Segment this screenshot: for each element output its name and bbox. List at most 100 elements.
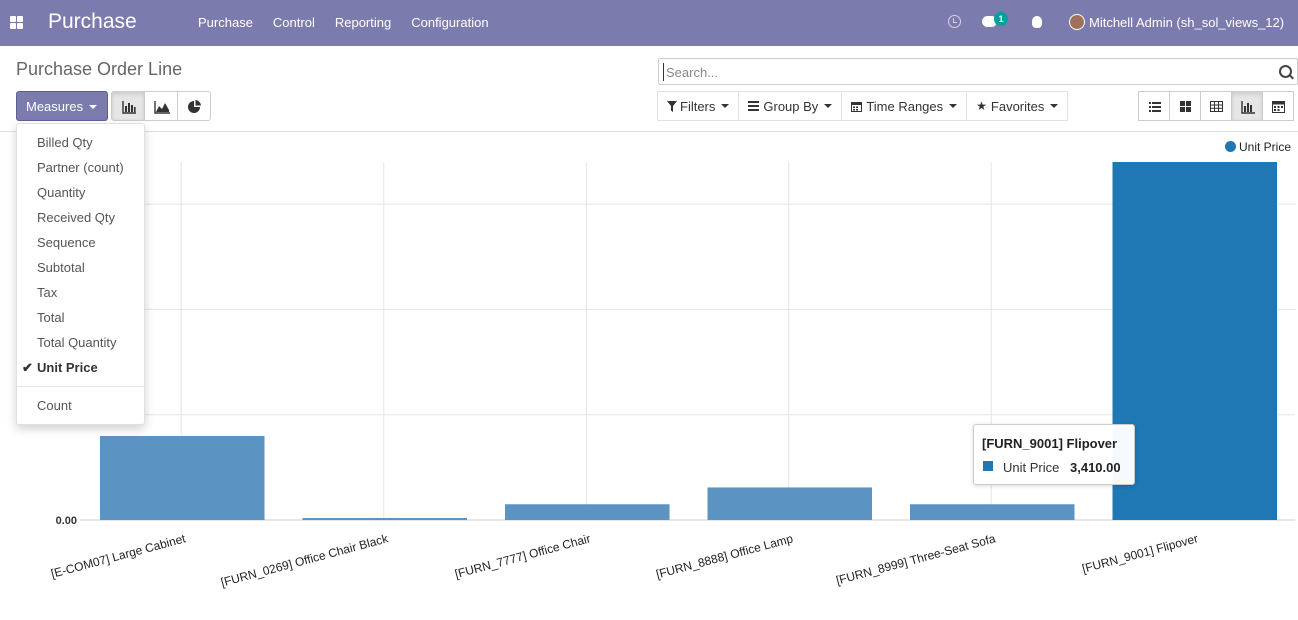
calendar-icon [851,101,863,112]
menu-control[interactable]: Control [272,15,315,30]
list-icon [1149,102,1161,112]
filters-button[interactable]: Filters [657,91,740,121]
bar[interactable] [100,436,265,520]
pivot-view-button[interactable] [1200,91,1232,121]
avatar[interactable] [1069,14,1085,30]
favorites-button[interactable]: ★ Favorites [966,91,1069,121]
measures-dropdown: Count Billed Qty Partner (count) Quantity R… [16,123,145,425]
table-icon [1210,101,1223,112]
top-navbar: Purchase Purchase Control Reporting Conf… [0,0,1298,46]
line-chart-button[interactable] [144,91,178,121]
time-ranges-button[interactable]: Time Ranges [841,91,968,121]
chart-tooltip: [FURN_9001] Flipover Unit Price 3,410.00 [973,424,1135,485]
time-ranges-label: Time Ranges [866,98,944,114]
bar[interactable] [1112,162,1278,520]
bar-chart-icon [122,101,136,114]
x-tick-label: [FURN_8888] Office Lamp [655,531,795,581]
measure-label: Total Quantity [37,335,117,350]
app-title: Purchase [48,10,137,33]
apps-grid-icon[interactable] [10,16,23,29]
bar[interactable] [910,504,1075,520]
pie-chart-icon [188,100,201,113]
measure-label: Received Qty [37,210,116,225]
tooltip-series: Unit Price [1003,460,1060,475]
x-tick-label: [E-COM07] Large Cabinet [49,531,187,581]
area-chart-icon [154,101,170,114]
search-input[interactable] [663,63,1263,81]
main-menu: Purchase Control Reporting Configuration [188,0,499,46]
group-by-label: Group By [763,98,819,114]
debug-bug-icon[interactable] [1032,16,1042,28]
bar[interactable] [302,518,468,520]
measure-label: Total [37,310,65,325]
graph-view-button[interactable] [1231,91,1263,121]
chat-badge: 1 [994,12,1008,26]
measure-count[interactable]: Count [37,398,72,413]
calendar-view-button[interactable] [1262,91,1294,121]
measure-item[interactable]: Tax [17,280,144,305]
bar-chart: 0.00 [E-COM07] Large Cabinet [FURN_0269] O… [49,162,1295,590]
measures-button[interactable]: Measures [16,91,108,121]
checkmark-icon: ✔ [22,360,33,375]
caret-down-icon [1050,104,1059,108]
measure-label: Subtotal [37,260,85,275]
chart-type-switcher [111,91,211,121]
measure-item[interactable]: Total [17,305,144,330]
measure-item[interactable]: Quantity [17,180,144,205]
user-menu[interactable]: Mitchell Admin (sh_sol_views_12) [1089,15,1285,30]
caret-down-icon [824,104,833,108]
x-tick-label: [FURN_0269] Office Chair Black [219,531,390,589]
search-options: Filters Group By Time Ranges ★ Favorites [657,91,1069,121]
search-icon[interactable] [1279,65,1292,78]
filters-label: Filters [680,98,716,114]
page-title: Purchase Order Line [16,59,183,79]
chat-icon[interactable] [982,16,997,27]
caret-down-icon [721,104,730,108]
measure-item[interactable]: Sequence [17,230,144,255]
pie-chart-button[interactable] [177,91,211,121]
tooltip-title: [FURN_9001] Flipover [982,436,1118,451]
calendar-icon [1272,101,1285,113]
measure-item[interactable]: Received Qty [17,205,144,230]
bar-chart-icon [1241,101,1255,114]
x-tick-label: [FURN_7777] Office Chair [453,531,592,581]
caret-down-icon [949,104,958,108]
menu-reporting[interactable]: Reporting [334,15,392,30]
measure-label: Unit Price [37,360,98,375]
favorites-label: Favorites [990,98,1045,114]
legend-label: Unit Price [1239,140,1292,154]
group-by-button[interactable]: Group By [738,91,843,121]
menu-purchase[interactable]: Purchase [198,15,253,30]
measure-item[interactable]: Billed Qty [17,130,144,155]
measure-item[interactable]: Partner (count) [17,155,144,180]
view-switcher [1138,91,1294,121]
menu-configuration[interactable]: Configuration [411,15,489,30]
tooltip-swatch [983,461,993,471]
bars-icon [748,101,760,111]
control-panel-divider [0,131,1298,132]
bar[interactable] [707,487,873,520]
x-tick-label: [FURN_8999] Three-Seat Sofa [834,531,997,587]
bar-chart-button[interactable] [111,91,145,121]
legend-swatch [1225,141,1236,152]
y-tick-label: 0.00 [56,515,77,527]
measure-label: Billed Qty [37,135,93,150]
measure-label: Partner (count) [37,160,124,175]
kanban-icon [1180,101,1191,112]
kanban-view-button[interactable] [1169,91,1201,121]
measure-label: Tax [37,285,58,300]
bar[interactable] [505,504,670,520]
list-view-button[interactable] [1138,91,1170,121]
measure-item[interactable]: Total Quantity [17,330,144,355]
measure-item[interactable]: Subtotal [17,255,144,280]
filter-icon [667,100,677,112]
x-tick-label: [FURN_9001] Flipover [1081,531,1200,575]
chart-legend[interactable]: Unit Price [1225,140,1291,154]
activity-clock-icon[interactable] [948,15,961,28]
measures-label: Measures [26,98,84,114]
dropdown-divider [17,386,144,387]
measure-item[interactable]: ✔ Unit Price [17,355,144,380]
measure-label: Sequence [37,235,96,250]
star-icon: ★ [976,99,987,113]
tooltip-value: 3,410.00 [1070,460,1121,475]
